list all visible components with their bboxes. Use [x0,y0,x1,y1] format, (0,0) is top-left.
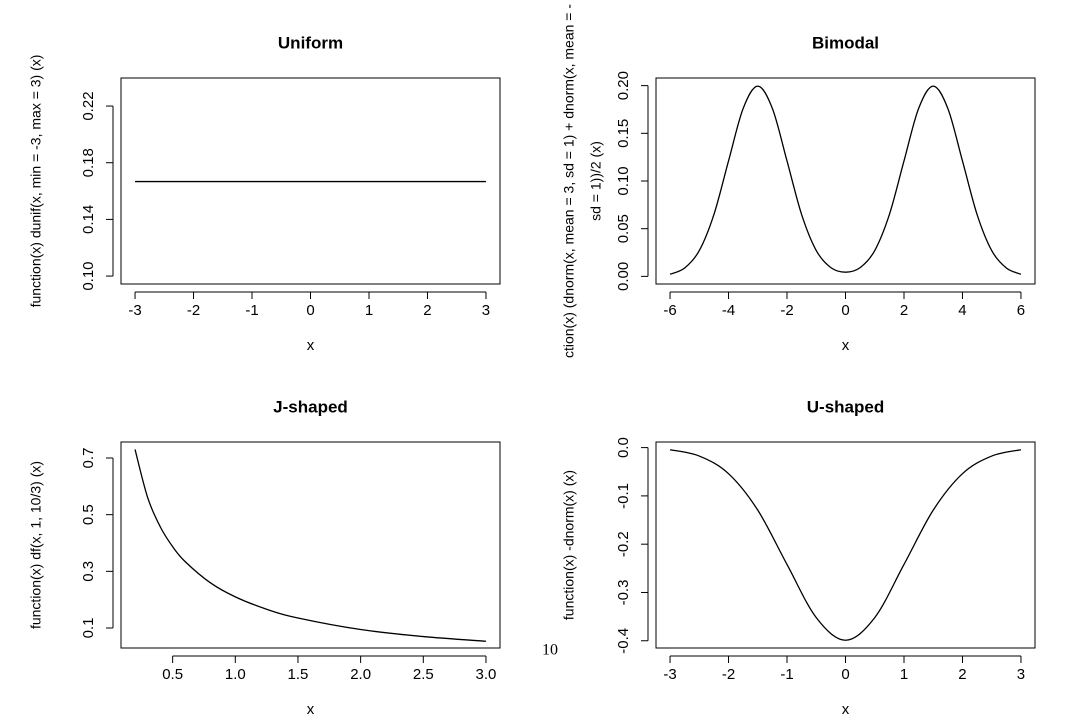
x-tick-label: 2.0 [350,666,371,683]
x-tick-label: 2 [423,302,431,319]
x-tick-label: -3 [128,302,141,319]
data-line [669,85,1022,275]
x-axis-label: x [307,337,315,354]
x-tick-label: 3.0 [476,666,497,683]
x-tick-label: 2 [900,302,908,319]
y-tick-label: 0.5 [80,504,97,525]
chart-title: J-shaped [273,397,348,416]
y-tick-label: 0.15 [615,119,632,148]
x-tick-label: 2.5 [413,666,434,683]
x-tick-label: 1.5 [288,666,309,683]
chart-title: Bimodal [812,33,879,52]
y-tick-label: -0.3 [615,580,632,606]
y-tick-label: 0.00 [615,262,632,291]
x-axis-label: x [842,337,850,354]
chart-title: Uniform [278,33,343,52]
y-tick-label: 0.1 [80,618,97,639]
x-tick-label: 6 [1017,302,1025,319]
y-axis-label: sd = 1))/2 (x) [588,141,604,221]
x-tick-label: -2 [187,302,200,319]
y-axis-label: function(x) -dnorm(x) (x) [561,470,577,620]
x-tick-label: 0 [841,666,849,683]
y-tick-label: 0.22 [80,91,97,120]
data-line [134,449,487,642]
y-tick-label: 0.14 [80,205,97,234]
plot-box [120,77,501,285]
y-tick-label: -0.4 [615,628,632,654]
x-tick-label: -2 [722,666,735,683]
x-tick-label: 4 [958,302,966,319]
x-axis-label: x [842,701,850,718]
y-tick-label: 0.10 [80,261,97,290]
x-tick-label: -2 [780,302,793,319]
x-tick-label: 0.5 [162,666,183,683]
y-axis-label: function(x) df(x, 1, 10/3) (x) [28,461,44,629]
chart-title: U-shaped [807,397,884,416]
x-tick-label: -4 [722,302,735,319]
x-tick-label: -1 [780,666,793,683]
x-tick-label: 1 [900,666,908,683]
x-axis-label: x [307,701,315,718]
y-tick-label: 0.0 [615,437,632,458]
x-tick-label: 1 [365,302,373,319]
page-number: 10 [542,642,558,659]
x-tick-label: 0 [841,302,849,319]
y-tick-label: 0.3 [80,561,97,582]
x-tick-label: 0 [306,302,314,319]
y-tick-label: 0.10 [615,166,632,195]
x-tick-label: -6 [663,302,676,319]
x-tick-label: 3 [1017,666,1025,683]
y-tick-label: -0.1 [615,483,632,509]
y-tick-label: 0.20 [615,71,632,100]
y-axis-label: function(x) dunif(x, min = -3, max = 3) … [28,55,44,308]
plot-box [655,441,1036,649]
x-tick-label: 2 [958,666,966,683]
y-tick-label: 0.05 [615,214,632,243]
y-tick-label: -0.2 [615,531,632,557]
plot-box [120,441,501,649]
x-tick-label: -1 [245,302,258,319]
data-line [669,449,1022,641]
x-tick-label: 1.0 [225,666,246,683]
y-tick-label: 0.18 [80,148,97,177]
y-axis-label: ction(x) (dnorm(x, mean = 3, sd = 1) + d… [561,4,577,358]
plot-box [655,77,1036,285]
x-tick-label: -3 [663,666,676,683]
y-tick-label: 0.7 [80,448,97,469]
x-tick-label: 3 [482,302,490,319]
